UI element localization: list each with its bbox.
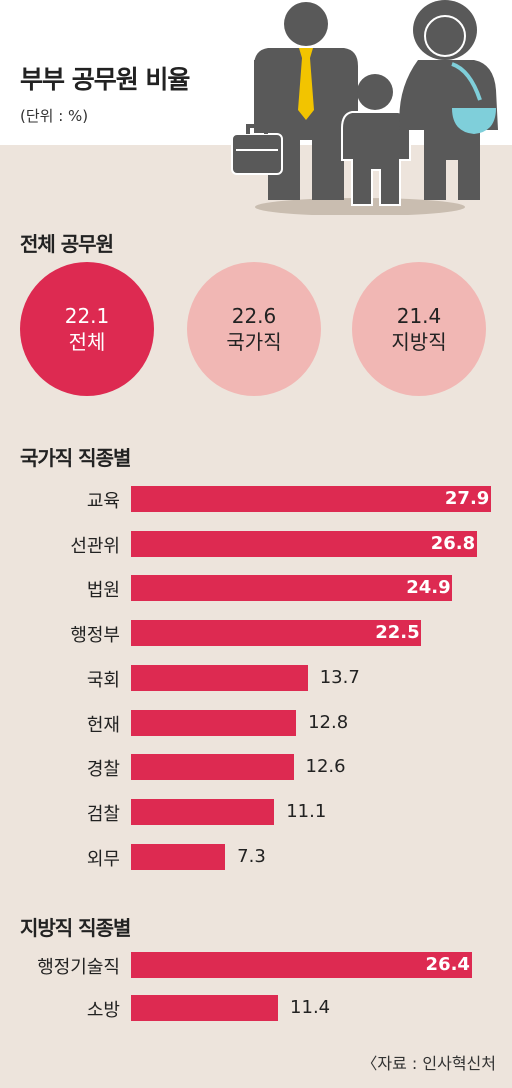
bar-category-label: 법원 (86, 580, 120, 602)
bar-category-label: 검찰 (86, 803, 120, 825)
bar (131, 620, 422, 647)
briefcase-icon (231, 133, 283, 175)
bar-category-label: 헌재 (86, 714, 120, 736)
bar (131, 530, 477, 557)
national-section-title: 국가직 직종별 (20, 446, 131, 470)
bar-value-label: 11.4 (290, 997, 331, 1018)
bar-value-label: 7.3 (237, 845, 266, 867)
ground-shadow (255, 198, 465, 215)
circle-local: 21.4 지방직 (352, 262, 486, 396)
bar (131, 952, 472, 978)
bar (131, 754, 294, 781)
bar-category-label: 교육 (86, 491, 120, 512)
circle-total: 22.1 전체 (20, 262, 154, 396)
bar (131, 995, 279, 1021)
bar-category-label: 선관위 (70, 535, 120, 557)
bar-value-label: 26.8 (430, 532, 476, 554)
bar (131, 575, 453, 602)
header-panel: 부부 공무원 비율 (단위 : %) (0, 0, 512, 215)
bar-value-label: 26.4 (425, 954, 470, 975)
source-note: 〈자료 : 인사혁신처 (361, 1054, 496, 1073)
bar-value-label: 27.9 (444, 488, 490, 509)
unit-label: (단위 : %) (20, 107, 89, 125)
local-section-title: 지방직 직종별 (20, 916, 131, 940)
page-title: 부부 공무원 비율 (20, 65, 190, 94)
overall-section-title: 전체 공무원 (20, 232, 114, 256)
bar-value-label: 22.5 (375, 622, 420, 644)
mother-head (424, 15, 466, 57)
bar (131, 486, 491, 512)
bar (131, 843, 226, 870)
bag-strap (451, 62, 482, 101)
circle-local-value: 21.4 (396, 304, 442, 328)
circle-national: 22.6 국가직 (187, 262, 321, 396)
bar (131, 798, 275, 825)
bar-value-label: 12.6 (305, 756, 346, 778)
handbag-icon (452, 108, 496, 134)
tie-icon (298, 48, 314, 120)
bar-category-label: 소방 (86, 1000, 120, 1021)
bar-value-label: 12.8 (308, 711, 349, 733)
family-illustration (231, 0, 498, 215)
bar-category-label: 국회 (86, 669, 120, 691)
bar-value-label: 13.7 (319, 666, 360, 688)
father-left-arm (254, 60, 268, 140)
bar (131, 709, 297, 736)
bar (131, 664, 308, 691)
father-head (284, 2, 328, 46)
bar-value-label: 11.1 (286, 800, 327, 822)
circle-total-label: 전체 (68, 330, 106, 354)
circle-national-value: 22.6 (231, 304, 277, 328)
bar-category-label: 행정기술직 (37, 957, 120, 978)
circle-local-label: 지방직 (391, 330, 447, 354)
mother-body (399, 60, 498, 200)
circle-total-value: 22.1 (64, 304, 110, 328)
child-head (357, 74, 393, 110)
bar-value-label: 24.9 (406, 577, 451, 599)
circle-national-label: 국가직 (226, 330, 282, 354)
bar-category-label: 외무 (86, 848, 120, 870)
bar-category-label: 경찰 (86, 759, 120, 781)
bar-category-label: 행정부 (70, 625, 120, 647)
